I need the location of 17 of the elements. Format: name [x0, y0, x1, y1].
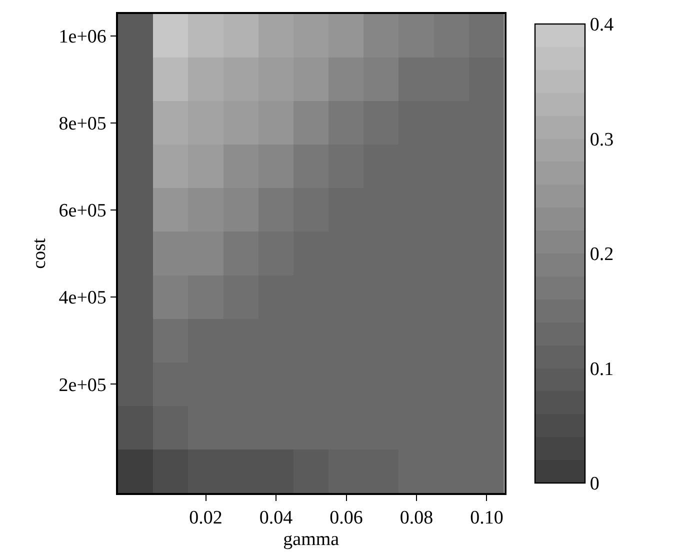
color-bar-label: 0.3	[590, 129, 614, 150]
y-tick-label: 1e+06	[58, 26, 106, 48]
x-tick-label: 0.08	[400, 508, 434, 529]
x-axis-title: gamma	[283, 528, 340, 550]
color-bar-label: 0	[590, 474, 600, 495]
color-bar-label: 0.2	[590, 244, 614, 266]
color-bar-label: 0.4	[590, 14, 614, 36]
color-bar-label: 0.1	[590, 358, 614, 380]
x-tick-label: 0.04	[259, 508, 294, 529]
y-tick-label: 8e+05	[58, 114, 106, 135]
y-tick-label: 6e+05	[58, 200, 106, 222]
y-axis-title: cost	[29, 237, 50, 269]
x-tick-label: 0.10	[470, 508, 504, 529]
y-tick-label: 2e+05	[58, 374, 106, 396]
y-tick-label: 4e+05	[58, 288, 106, 309]
x-tick-label: 0.02	[189, 508, 222, 529]
x-tick-label: 0.06	[330, 508, 363, 529]
